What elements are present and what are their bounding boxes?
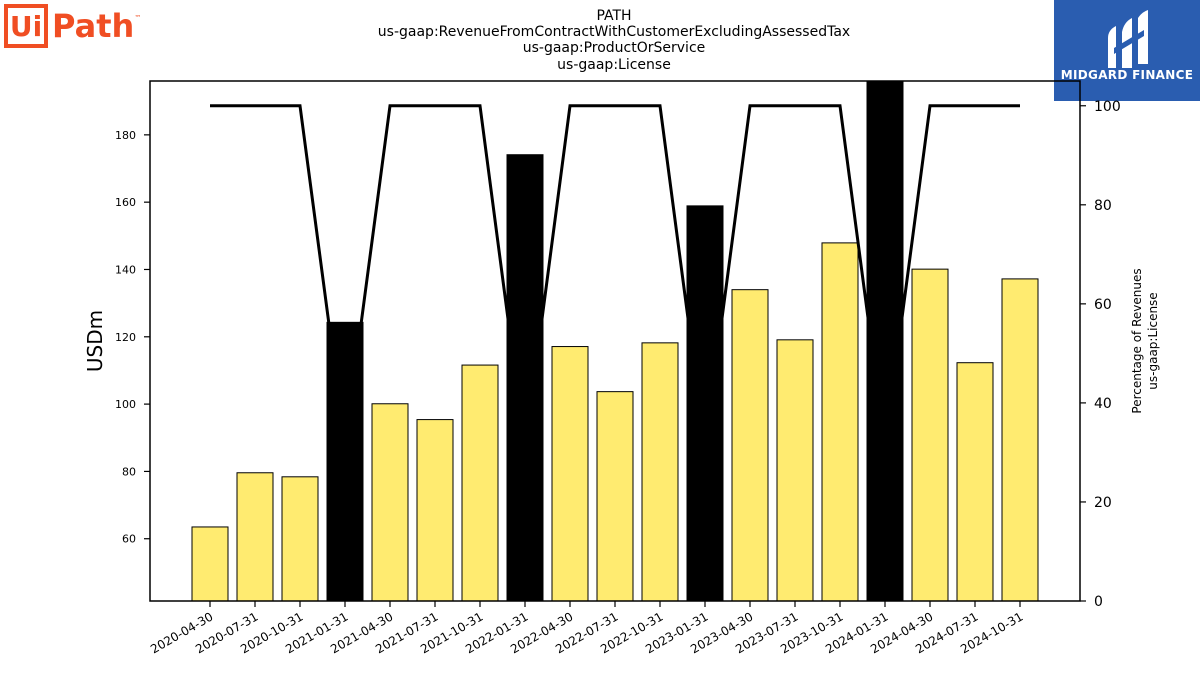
y-axis-label: USDm [83,310,107,372]
bar [686,205,724,602]
chart-title-line: PATH [596,8,631,24]
bar [416,419,454,602]
bar [776,339,814,602]
bar [506,154,544,602]
bar [281,476,319,602]
bar [731,289,769,602]
y2-axis-label: us-gaap:License [1146,292,1160,389]
x-axis: 2020-04-302020-07-312020-10-312021-01-31… [148,601,1026,656]
uipath-logo-tm: ™ [134,14,142,22]
y-tick-label: 140 [115,263,136,276]
y-tick-label: 80 [122,465,136,478]
bar [641,342,679,602]
bar [191,526,229,602]
bar [866,81,904,602]
percentage-line [210,104,1020,449]
y2-tick-label: 0 [1094,594,1103,610]
chart-title-line: us-gaap:ProductOrService [523,40,706,56]
bar [461,364,499,602]
midgard-mark-icon [1108,10,1148,68]
y2-tick-label: 80 [1094,198,1112,214]
uipath-logo: Ui Path ™ [4,4,141,48]
y2-tick-label: 100 [1094,99,1121,115]
bar [1001,278,1039,602]
y-tick-label: 120 [115,331,136,344]
y2-tick-label: 40 [1094,396,1112,412]
bar [821,242,859,602]
y-axis-right: 0 20 40 60 80 100 [1080,99,1121,610]
chart-title-line: us-gaap:RevenueFromContractWithCustomerE… [378,24,850,40]
line-series [210,104,1020,449]
y2-tick-label: 60 [1094,297,1112,313]
midgard-finance-text: MIDGARD FINANCE [1060,68,1194,82]
bar [236,472,274,602]
chart-title: PATH us-gaap:RevenueFromContractWithCust… [378,8,850,73]
uipath-logo-box: Ui [4,4,48,48]
bar [956,362,994,602]
y-axis-left: 60 80 100 120 140 160 180 [115,129,150,546]
y-tick-label: 100 [115,398,136,411]
y2-tick-label: 20 [1094,495,1112,511]
bar [371,403,409,602]
bar [326,321,364,602]
y-tick-label: 180 [115,129,136,142]
uipath-logo-text: Path [52,7,135,45]
y2-axis-label: Percentage of Revenues [1130,268,1144,413]
y-tick-label: 160 [115,196,136,209]
chart-title-line: us-gaap:License [557,57,671,73]
midgard-finance-logo: MIDGARD FINANCE [1054,0,1200,101]
bar [596,391,634,602]
y-tick-label: 60 [122,533,136,546]
bar [551,346,589,602]
bar-series [191,81,1039,602]
bar [911,268,949,602]
